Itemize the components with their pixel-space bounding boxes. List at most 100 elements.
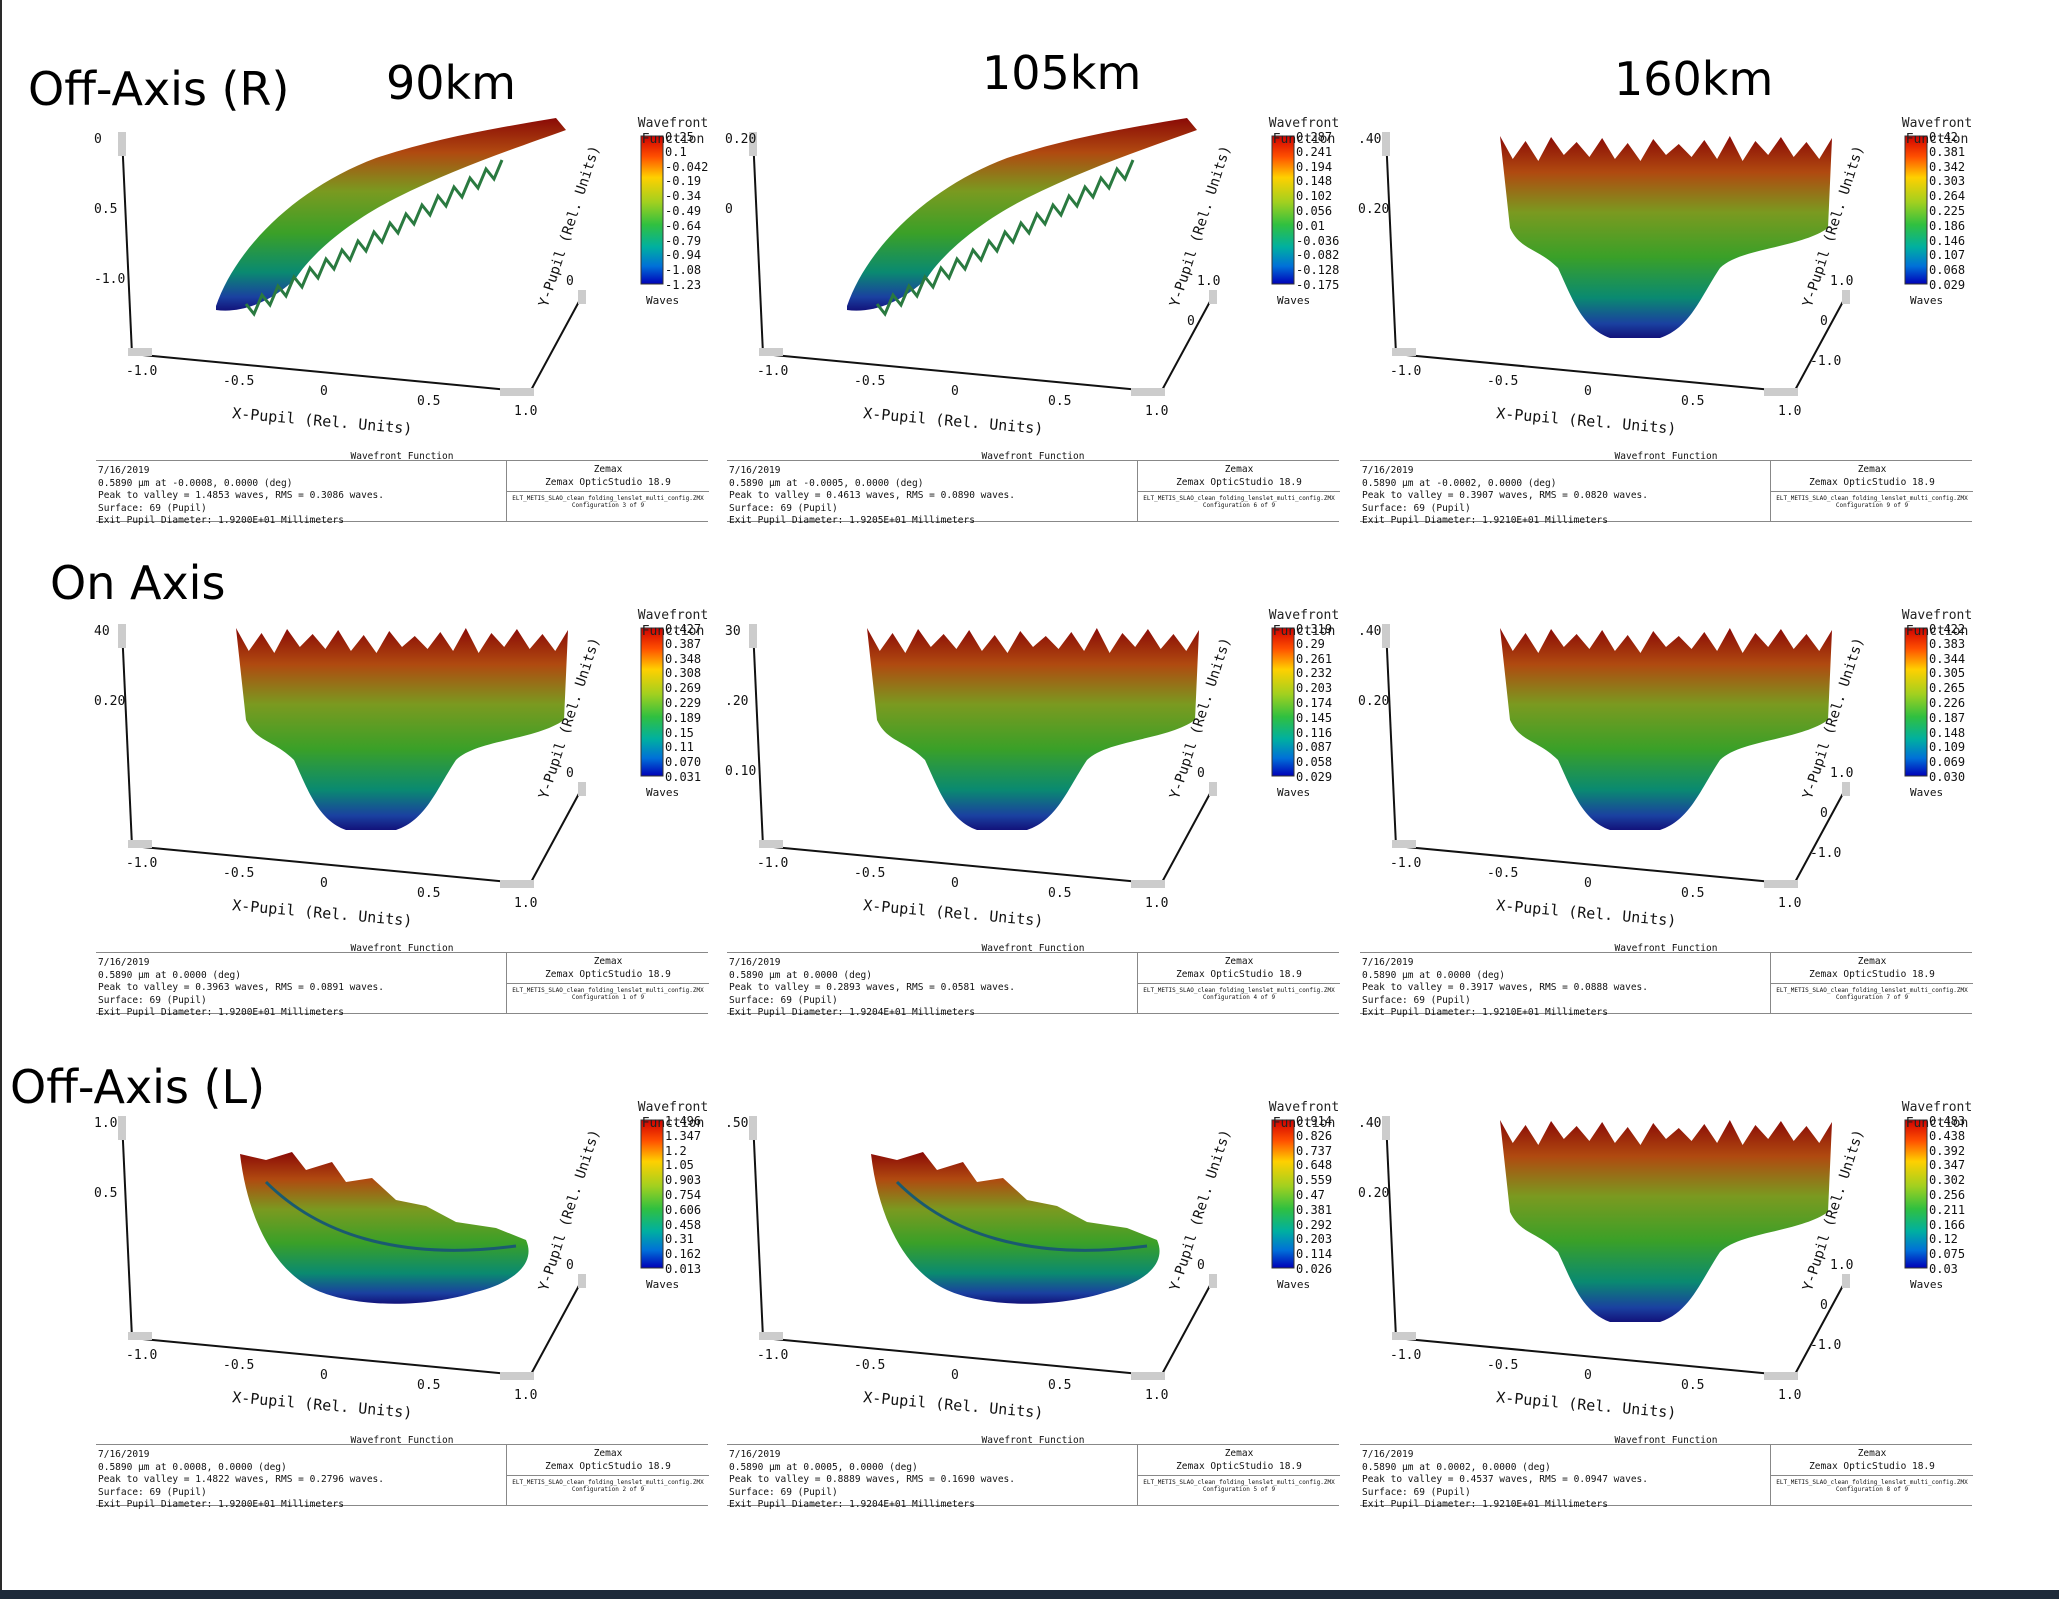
colorbar-tick-label: -0.34: [665, 189, 702, 204]
file-block: ELT_METIS_SLAO_clean_folding_lenslet_mul…: [507, 983, 709, 1001]
x-tick-label: -1.0: [757, 856, 789, 871]
colorbar-units: Waves: [1910, 786, 1944, 799]
colorbar-tick-label: 0.15: [665, 725, 694, 740]
colorbar-title-line1: Wavefront: [1268, 608, 1340, 623]
z-tick-label: 1.0: [94, 1116, 118, 1131]
colorbar-tick-label: 0.25: [665, 130, 694, 144]
info-line: Surface: 69 (Pupil): [729, 994, 838, 1006]
software-block: Zemax Zemax OpticStudio 18.9: [1138, 1448, 1340, 1473]
colorbar-tick-label: 1.496: [665, 1114, 702, 1128]
row-label-on-axis: On Axis: [50, 556, 226, 610]
colorbar-tick-label: 0.174: [1296, 696, 1333, 710]
software-line: Zemax: [1224, 464, 1254, 475]
file-block: ELT_METIS_SLAO_clean_folding_lenslet_mul…: [1138, 983, 1340, 1001]
info-line: Exit Pupil Diameter: 1.9200E+01 Millimet…: [98, 515, 344, 526]
colorbar-units: Waves: [1277, 786, 1311, 799]
z-tick-label: .40: [1358, 624, 1382, 639]
info-line: Exit Pupil Diameter: 1.9205E+01 Millimet…: [729, 515, 975, 526]
wavefront-panel: Wavefront Function 0.427 0.387 0.348 0.308 0.2…: [94, 608, 709, 1060]
colorbar-tick-label: -0.64: [665, 218, 702, 233]
z-tick-label: 0.20: [1358, 1186, 1390, 1201]
colorbar-tick-label: 0.308: [665, 666, 702, 681]
colorbar-tick-label: 1.347: [665, 1128, 702, 1143]
axis-caps: [1382, 132, 1850, 396]
file-line: ELT_METIS_SLAO_clean_folding_lenslet_mul…: [512, 495, 704, 502]
colorbar-tick-label: 0.342: [1929, 159, 1966, 174]
colorbar-units: Waves: [1277, 294, 1311, 307]
x-tick-label: -0.5: [1487, 866, 1519, 881]
x-tick-label: 1.0: [1145, 1388, 1169, 1403]
colorbar-tick-label: -0.94: [665, 248, 702, 263]
x-tick-label: -0.5: [854, 866, 886, 881]
colorbar-tick-label: 0.189: [665, 710, 702, 725]
colorbar-tick-label: 0.42: [1929, 130, 1958, 144]
software-line: Zemax OpticStudio 18.9: [1176, 476, 1302, 488]
info-line: 7/16/2019: [729, 1449, 781, 1460]
colorbar-tick-label: 0.229: [665, 696, 702, 710]
colorbar-units: Waves: [646, 786, 680, 799]
colorbar-tick-label: 0.056: [1296, 204, 1333, 218]
colorbar-title-line2: Function: [1272, 1116, 1336, 1131]
software-line: Zemax OpticStudio 18.9: [1809, 968, 1935, 980]
wavefront-panel: Wavefront Function 0.42 0.381 0.342 0.303 0.26…: [1358, 116, 1973, 568]
info-line: Exit Pupil Diameter: 1.9210E+01 Millimet…: [1362, 1007, 1608, 1018]
colorbar-tick-label: 0.1: [665, 144, 687, 159]
x-tick-label: 0.5: [1048, 886, 1072, 901]
colorbar: [1904, 627, 1928, 777]
y-tick-label: 1.0: [1197, 274, 1221, 289]
x-tick-label: -1.0: [126, 364, 158, 379]
info-line: 7/16/2019: [729, 465, 781, 476]
colorbar-tick-label: 0.381: [1296, 1202, 1333, 1217]
colorbar-title-line1: Wavefront: [1901, 1100, 1973, 1115]
info-line: 7/16/2019: [98, 465, 150, 476]
software-line: Zemax: [1857, 464, 1887, 475]
file-block: ELT_METIS_SLAO_clean_folding_lenslet_mul…: [507, 1475, 709, 1493]
info-line: Peak to valley = 0.4537 waves, RMS = 0.0…: [1362, 1474, 1648, 1485]
colorbar-tick-label: -1.08: [665, 263, 702, 278]
colorbar-tick-label: 0.232: [1296, 666, 1333, 681]
colorbar-title-line2: Function: [641, 132, 705, 147]
axes-3d: [121, 627, 583, 885]
file-line: Configuration 2 of 9: [571, 1486, 645, 1493]
y-tick-label: 0: [1820, 314, 1828, 329]
colorbar-tick-label: 1.05: [665, 1158, 694, 1173]
wavefront-surface: [847, 118, 1197, 317]
x-tick-label: -0.5: [223, 866, 255, 881]
colorbar-units: Waves: [1910, 294, 1944, 307]
colorbar-tick-label: 0.387: [665, 636, 702, 651]
info-line: Surface: 69 (Pupil): [729, 1486, 838, 1498]
colorbar-tick-label: 0.069: [1929, 755, 1966, 770]
colorbar-tick-label: 0.264: [1929, 189, 1966, 204]
info-lines: 7/16/2019 0.5890 µm at -0.0002, 0.0000 (d…: [1362, 465, 1648, 528]
x-tick-label: 0: [320, 1368, 328, 1383]
x-tick-label: 1.0: [1778, 404, 1802, 419]
colorbar-tick-label: 0.187: [1929, 710, 1966, 725]
file-line: Configuration 3 of 9: [571, 502, 645, 509]
info-right: Zemax Zemax OpticStudio 18.9 ELT_METIS_SLA…: [1137, 1445, 1340, 1505]
wavefront-surface: [236, 628, 568, 830]
colorbar-tick-label: 0.148: [1929, 725, 1966, 740]
surface-plot: [749, 118, 1295, 396]
colorbar-tick-label: 0.438: [1929, 1128, 1966, 1143]
x-tick-label: 0.5: [1048, 1378, 1072, 1393]
info-right: Zemax Zemax OpticStudio 18.9 ELT_METIS_SLA…: [1137, 461, 1340, 521]
x-tick-label: -1.0: [126, 1348, 158, 1363]
colorbar-units: Waves: [1277, 1278, 1311, 1291]
info-box: Wavefront Function 7/16/2019 0.5890 µm at …: [1360, 451, 1973, 526]
colorbar-tick-label: 0.344: [1929, 651, 1966, 666]
info-lines: 7/16/2019 0.5890 µm at 0.0002, 0.0000 (de…: [1362, 1449, 1648, 1512]
axes-3d: [1385, 627, 1847, 885]
colorbar-tick-label: 0.146: [1929, 233, 1966, 248]
axis-caps: [1382, 624, 1850, 888]
file-line: ELT_METIS_SLAO_clean_folding_lenslet_mul…: [1143, 495, 1335, 502]
colorbar-tick-label: 0.302: [1929, 1173, 1966, 1188]
colorbar-tick-label: 0.422: [1929, 622, 1966, 636]
software-block: Zemax Zemax OpticStudio 18.9: [1771, 464, 1973, 489]
x-tick-label: 1.0: [514, 404, 538, 419]
colorbar-tick-label: 0.47: [1296, 1188, 1325, 1202]
info-right: Zemax Zemax OpticStudio 18.9 ELT_METIS_SLA…: [506, 461, 709, 521]
info-line: Surface: 69 (Pupil): [98, 502, 207, 514]
panel-header: Wavefront Function: [1614, 1435, 1718, 1446]
wavefront-panel: Wavefront Function 0.422 0.383 0.344 0.305 0.2…: [1358, 608, 1973, 1060]
colorbar-title-line1: Wavefront: [1901, 116, 1973, 131]
